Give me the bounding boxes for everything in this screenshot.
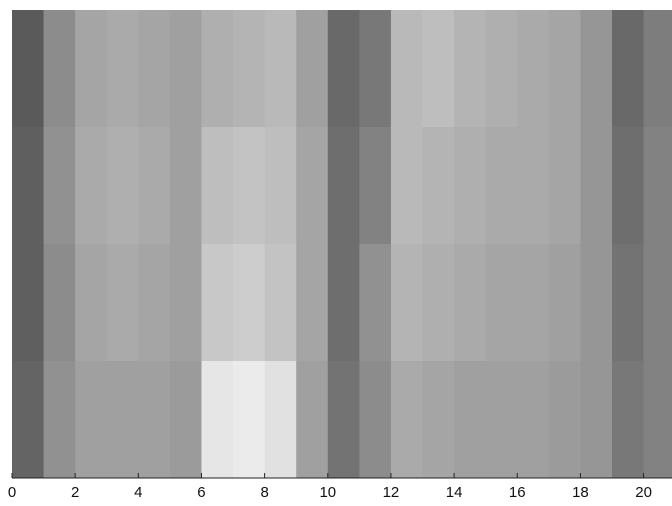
cell [454,10,486,128]
cell [486,10,518,128]
cell [486,244,518,362]
x-tick-label: 12 [383,484,400,501]
cell [265,361,297,479]
x-tick-label: 0 [8,484,16,501]
cell [454,244,486,362]
cell [517,127,549,245]
cell [454,127,486,245]
cell [233,127,265,245]
cell [423,361,455,479]
cell [580,10,612,128]
cell [644,244,672,362]
cell [170,361,202,479]
cell [644,361,672,479]
cell [138,361,170,479]
cell [233,361,265,479]
cell [517,10,549,128]
cell [75,361,107,479]
cell [107,10,139,128]
cell [75,127,107,245]
cell [423,10,455,128]
cell [328,361,360,479]
cell [201,244,233,362]
cell [265,10,297,128]
cell [486,361,518,479]
cell [44,244,76,362]
cell [328,244,360,362]
cell [170,10,202,128]
cell [328,10,360,128]
cell [107,244,139,362]
cell [201,10,233,128]
cell [296,10,328,128]
cell [12,10,44,128]
cell [138,10,170,128]
cell [75,244,107,362]
cell [265,127,297,245]
cell [644,10,672,128]
cell [612,361,644,479]
cell [44,10,76,128]
x-tick-label: 8 [260,484,268,501]
cell [12,127,44,245]
cell [549,244,581,362]
cell [359,127,391,245]
cell [391,10,423,128]
cell [549,361,581,479]
cell [549,127,581,245]
cell [517,244,549,362]
cell [107,127,139,245]
cell [170,127,202,245]
x-tick-label: 16 [509,484,526,501]
x-tick-label: 6 [197,484,205,501]
cell [359,361,391,479]
cell [359,10,391,128]
cell [296,244,328,362]
cell [201,361,233,479]
cell [423,127,455,245]
cell [580,127,612,245]
cell [44,361,76,479]
cell [391,244,423,362]
x-tick-label: 2 [71,484,79,501]
cell [138,127,170,245]
cell [517,361,549,479]
cell [580,244,612,362]
cell [107,361,139,479]
cell [359,244,391,362]
cell [12,244,44,362]
cell [454,361,486,479]
cell [644,127,672,245]
cell [486,127,518,245]
x-tick-label: 20 [635,484,652,501]
cell [391,361,423,479]
cell [423,244,455,362]
x-tick-label: 18 [572,484,589,501]
cell [201,127,233,245]
cell [391,127,423,245]
cell [296,361,328,479]
cell [580,361,612,479]
cell [612,127,644,245]
cell [138,244,170,362]
cell [612,244,644,362]
heatmap [12,10,672,479]
x-tick-label: 4 [134,484,142,501]
cell [549,10,581,128]
x-tick-label: 14 [446,484,463,501]
x-tick-label: 10 [319,484,336,501]
cell [12,361,44,479]
cell [265,244,297,362]
cell [296,127,328,245]
cell [75,10,107,128]
chart: 0 2 4 6 8 10 12 14 16 18 20 [0,0,672,506]
cell [233,10,265,128]
cell [612,10,644,128]
cell [44,127,76,245]
cell [328,127,360,245]
cell [170,244,202,362]
cell [233,244,265,362]
